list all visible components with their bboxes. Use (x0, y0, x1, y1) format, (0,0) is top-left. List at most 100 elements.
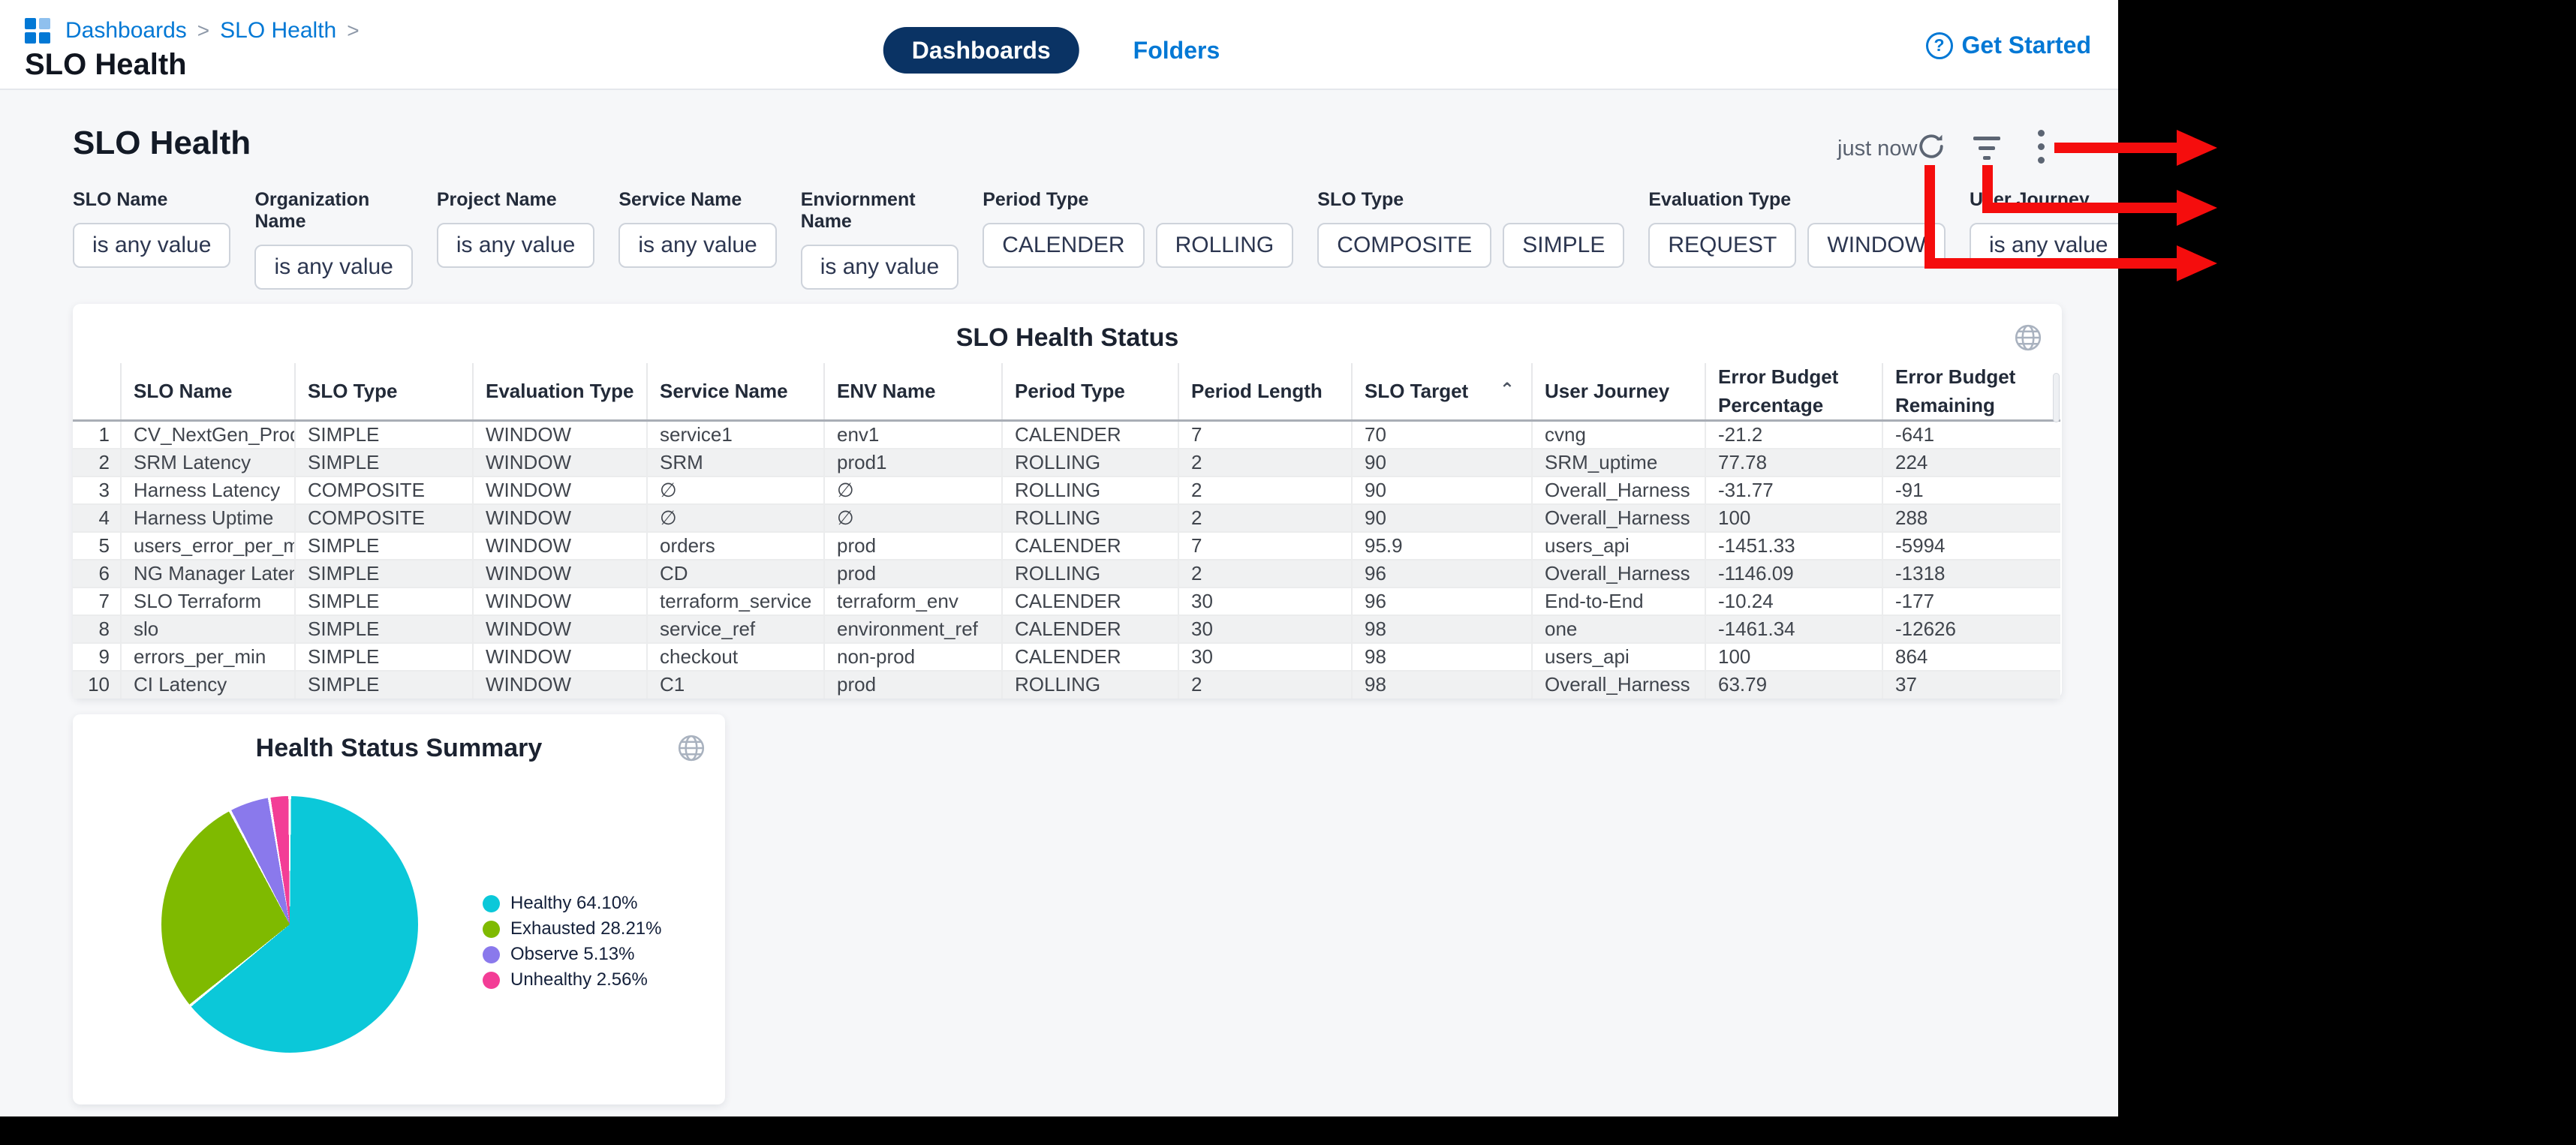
table-column-header[interactable]: User Journey (1531, 363, 1705, 422)
cell-user-journey: one (1531, 614, 1705, 643)
legend-item[interactable]: Healthy 64.10% (483, 893, 662, 914)
table-column-header[interactable]: SLO Target ⌃ (1351, 363, 1532, 422)
cell-error-budget-percentage: -31.77 (1705, 475, 1882, 504)
filter-value-button[interactable]: is any value (254, 245, 413, 290)
legend-item[interactable]: Observe 5.13% (483, 944, 662, 965)
cell-slo-name: Harness Uptime (120, 503, 295, 532)
table-column-header[interactable]: Service Name (646, 363, 824, 422)
cell-period-type: ROLLING (1001, 447, 1178, 476)
cell-evaluation-type: WINDOW (472, 586, 647, 615)
cell-env-name: prod (823, 558, 1002, 588)
cell-env-name: prod1 (823, 447, 1002, 476)
cell-user-journey: Overall_Harness (1531, 503, 1705, 532)
cell-service-name: CD (646, 558, 824, 588)
dashboard-actions-menu-button[interactable] (2024, 129, 2058, 164)
filter-label: SLO Name (73, 189, 168, 210)
table-row[interactable]: 8 slo SIMPLE WINDOW service_ref environm… (73, 614, 2060, 643)
legend-color-dot (483, 920, 500, 938)
table-row[interactable]: 9 errors_per_min SIMPLE WINDOW checkout … (73, 642, 2060, 671)
filter-group: SLO Type COMPOSITE SIMPLE (1317, 189, 1625, 290)
legend-label: Healthy 64.10% (510, 893, 638, 913)
cell-error-budget-remaining: 224 (1882, 447, 2060, 476)
dashboard-filters-button[interactable] (1970, 131, 2004, 165)
filter-value-button[interactable]: is any value (1970, 223, 2118, 268)
cell-env-name: ∅ (823, 475, 1002, 504)
table-column-header[interactable]: SLO Type (294, 363, 473, 422)
cell-slo-type: COMPOSITE (294, 475, 473, 504)
filter-buttons: is any value (73, 223, 231, 268)
cell-error-budget-remaining: -1318 (1882, 558, 2060, 588)
tab-folders[interactable]: Folders (1133, 36, 1220, 64)
legend-item[interactable]: Exhausted 28.21% (483, 918, 662, 939)
filter-value-button[interactable]: is any value (73, 223, 231, 268)
filter-value-button[interactable]: ROLLING (1155, 223, 1294, 268)
cell-user-journey: Overall_Harness (1531, 558, 1705, 588)
cell-error-budget-percentage: -1461.34 (1705, 614, 1882, 643)
breadcrumb-link-dashboards[interactable]: Dashboards (65, 18, 187, 43)
cell-service-name: orders (646, 530, 824, 560)
cell-period-length: 7 (1178, 420, 1352, 449)
filter-group: Enviornment Name is any value (800, 189, 959, 290)
table-row[interactable]: 3 Harness Latency COMPOSITE WINDOW ∅ ∅ R… (73, 475, 2060, 504)
filter-value-button[interactable]: is any value (436, 223, 595, 268)
cell-period-length: 2 (1178, 669, 1352, 699)
filter-value-button[interactable]: SIMPLE (1503, 223, 1625, 268)
filter-value-button[interactable]: REQUEST (1648, 223, 1797, 268)
cell-slo-target: 98 (1351, 669, 1532, 699)
table-column-header[interactable]: Error Budget Percentage (1705, 363, 1882, 422)
cell-error-budget-percentage: -10.24 (1705, 586, 1882, 615)
cell-slo-type: SIMPLE (294, 558, 473, 588)
table-column-header[interactable] (73, 363, 121, 422)
refresh-icon (1919, 134, 1943, 158)
cell-period-type: ROLLING (1001, 558, 1178, 588)
filter-value-button[interactable]: CALENDER (983, 223, 1145, 268)
get-started-link[interactable]: ? Get Started (1925, 32, 2091, 59)
table-row[interactable]: 5 users_error_per_min SIMPLE WINDOW orde… (73, 530, 2060, 560)
cell-env-name: prod (823, 530, 1002, 560)
table-row[interactable]: 7 SLO Terraform SIMPLE WINDOW terraform_… (73, 586, 2060, 615)
filter-value-button[interactable]: is any value (800, 245, 959, 290)
table-column-header[interactable]: Period Length (1178, 363, 1352, 422)
table-row[interactable]: 1 CV_NextGen_Prod SIMPLE WINDOW service1… (73, 420, 2060, 449)
table-row[interactable]: 10 CI Latency SIMPLE WINDOW C1 prod ROLL… (73, 669, 2060, 699)
filter-group: SLO Name is any value (73, 189, 231, 290)
health-status-pie-chart[interactable] (161, 796, 418, 1053)
table-column-header[interactable]: SLO Name (120, 363, 295, 422)
view-tabs: Dashboards Folders (883, 27, 1220, 74)
row-number: 2 (73, 447, 121, 476)
cell-error-budget-remaining: -12626 (1882, 614, 2060, 643)
table-row[interactable]: 6 NG Manager Latency SIMPLE WINDOW CD pr… (73, 558, 2060, 588)
refresh-button[interactable] (1914, 129, 1949, 164)
row-number: 5 (73, 530, 121, 560)
cell-service-name: SRM (646, 447, 824, 476)
tab-dashboards[interactable]: Dashboards (883, 27, 1079, 74)
table-column-header[interactable]: Period Type (1001, 363, 1178, 422)
legend-item[interactable]: Unhealthy 2.56% (483, 969, 662, 990)
table-row[interactable]: 4 Harness Uptime COMPOSITE WINDOW ∅ ∅ RO… (73, 503, 2060, 532)
cell-error-budget-remaining: 288 (1882, 503, 2060, 532)
filter-value-button[interactable]: WINDOW (1807, 223, 1946, 268)
breadcrumb-link-slo-health[interactable]: SLO Health (220, 18, 337, 43)
table-column-header[interactable]: ENV Name (823, 363, 1002, 422)
slo-health-status-table: SLO Name SLO Type Evaluation Type Servic… (73, 363, 2060, 699)
filter-label: Period Type (983, 189, 1089, 210)
cell-service-name: ∅ (646, 503, 824, 532)
filter-value-button[interactable]: is any value (618, 223, 777, 268)
cell-slo-name: SLO Terraform (120, 586, 295, 615)
last-refresh-text: just now (1837, 137, 1918, 161)
cell-slo-type: SIMPLE (294, 420, 473, 449)
table-scrollbar[interactable] (2053, 373, 2060, 422)
cell-error-budget-percentage: -21.2 (1705, 420, 1882, 449)
row-number: 10 (73, 669, 121, 699)
table-column-header[interactable]: Error Budget Remaining (1882, 363, 2060, 422)
filter-buttons: is any value (254, 245, 413, 290)
cell-period-length: 30 (1178, 642, 1352, 671)
sort-caret-icon: ⌃ (1499, 379, 1515, 400)
filter-value-button[interactable]: COMPOSITE (1317, 223, 1492, 268)
table-column-header[interactable]: Evaluation Type (472, 363, 647, 422)
cell-user-journey: cvng (1531, 420, 1705, 449)
cell-slo-type: SIMPLE (294, 586, 473, 615)
table-header-row: SLO Name SLO Type Evaluation Type Servic… (73, 363, 2060, 422)
table-row[interactable]: 2 SRM Latency SIMPLE WINDOW SRM prod1 RO… (73, 447, 2060, 476)
row-number: 3 (73, 475, 121, 504)
